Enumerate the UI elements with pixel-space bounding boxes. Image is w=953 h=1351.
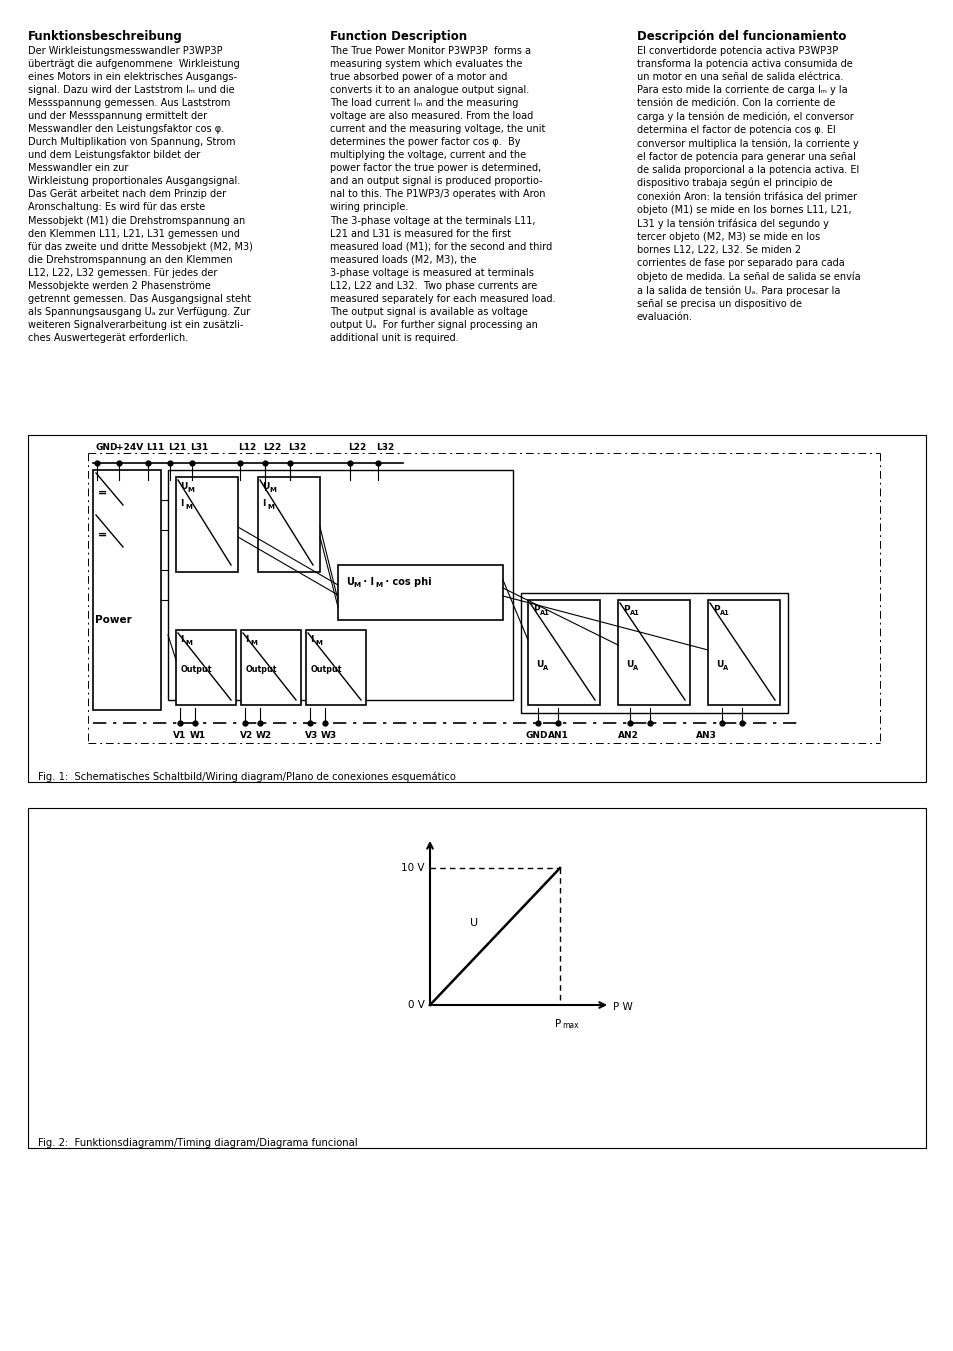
Text: Fig. 2:  Funktionsdiagramm/Timing diagram/Diagrama funcional: Fig. 2: Funktionsdiagramm/Timing diagram… <box>38 1138 357 1148</box>
Text: I: I <box>310 635 313 644</box>
Text: +24V: +24V <box>116 443 143 453</box>
Text: AN2: AN2 <box>618 731 639 740</box>
Bar <box>168 470 513 700</box>
Bar <box>257 477 319 571</box>
Text: A1: A1 <box>629 611 639 616</box>
Text: U: U <box>470 917 477 928</box>
Text: · cos phi: · cos phi <box>381 577 431 586</box>
Text: AN1: AN1 <box>547 731 568 740</box>
Text: M: M <box>267 504 274 509</box>
Text: P: P <box>555 1019 560 1029</box>
Text: L12: L12 <box>237 443 256 453</box>
Bar <box>92 470 161 711</box>
Text: L11: L11 <box>146 443 164 453</box>
Text: Output: Output <box>181 665 213 674</box>
Text: P: P <box>712 605 719 613</box>
Text: U: U <box>625 661 633 669</box>
Text: M: M <box>187 486 193 493</box>
Text: M: M <box>353 582 359 588</box>
Text: Output: Output <box>311 665 342 674</box>
Bar <box>28 808 925 1148</box>
Text: M: M <box>314 640 321 646</box>
Text: P: P <box>622 605 629 613</box>
Text: Fig. 1:  Schematisches Schaltbild/Wiring diagram/Plano de conexiones esquemático: Fig. 1: Schematisches Schaltbild/Wiring … <box>38 771 456 782</box>
Text: Power: Power <box>95 615 132 626</box>
Text: W3: W3 <box>320 731 336 740</box>
Text: A1: A1 <box>720 611 729 616</box>
Text: L22: L22 <box>348 443 366 453</box>
Text: U: U <box>716 661 722 669</box>
Text: U: U <box>346 577 354 586</box>
Bar <box>707 600 780 705</box>
Text: I: I <box>180 635 183 644</box>
Text: V3: V3 <box>305 731 318 740</box>
Text: V2: V2 <box>240 731 253 740</box>
Text: 0 V: 0 V <box>408 1000 424 1011</box>
Text: W2: W2 <box>255 731 272 740</box>
Bar <box>241 630 301 705</box>
Text: I: I <box>180 499 183 508</box>
Text: =: = <box>98 530 107 540</box>
Text: A: A <box>633 665 638 671</box>
Text: A: A <box>542 665 548 671</box>
Text: GND: GND <box>96 443 118 453</box>
Text: I: I <box>245 635 248 644</box>
Text: A1: A1 <box>539 611 549 616</box>
Text: A: A <box>722 665 727 671</box>
Text: U: U <box>262 482 269 490</box>
Text: M: M <box>269 486 275 493</box>
Text: Output: Output <box>246 665 277 674</box>
Text: I: I <box>262 499 265 508</box>
Bar <box>28 435 925 782</box>
Bar <box>527 600 599 705</box>
Bar <box>520 593 787 713</box>
Text: · I: · I <box>359 577 374 586</box>
Text: 10 V: 10 V <box>401 863 424 873</box>
Bar <box>306 630 366 705</box>
Text: GND: GND <box>525 731 548 740</box>
Text: Descripción del funcionamiento: Descripción del funcionamiento <box>637 30 845 43</box>
Text: L32: L32 <box>375 443 394 453</box>
Text: L31: L31 <box>190 443 208 453</box>
Text: M: M <box>185 640 192 646</box>
Bar <box>175 630 235 705</box>
Bar <box>337 565 502 620</box>
Text: =: = <box>98 488 107 499</box>
Text: U: U <box>536 661 543 669</box>
Bar <box>175 477 237 571</box>
Text: AN3: AN3 <box>696 731 716 740</box>
Bar <box>618 600 689 705</box>
Text: L21: L21 <box>168 443 186 453</box>
Text: V1: V1 <box>172 731 186 740</box>
Text: The True Power Monitor P3WP3P  forms a
measuring system which evaluates the
true: The True Power Monitor P3WP3P forms a me… <box>330 46 555 343</box>
Text: M: M <box>185 504 192 509</box>
Text: El convertidorde potencia activa P3WP3P
transforma la potencia activa consumida : El convertidorde potencia activa P3WP3P … <box>637 46 860 322</box>
Text: Funktionsbeschreibung: Funktionsbeschreibung <box>28 30 183 43</box>
Text: Der Wirkleistungsmesswandler P3WP3P
überträgt die aufgenommene  Wirkleistung
ein: Der Wirkleistungsmesswandler P3WP3P über… <box>28 46 253 343</box>
Text: M: M <box>250 640 256 646</box>
Text: P: P <box>533 605 539 613</box>
Text: M: M <box>375 582 382 588</box>
Text: U: U <box>180 482 187 490</box>
Text: W1: W1 <box>190 731 206 740</box>
Text: max: max <box>561 1021 578 1029</box>
Text: P W: P W <box>613 1002 632 1012</box>
Text: Function Description: Function Description <box>330 30 467 43</box>
Text: L22: L22 <box>263 443 281 453</box>
Text: L32: L32 <box>288 443 306 453</box>
